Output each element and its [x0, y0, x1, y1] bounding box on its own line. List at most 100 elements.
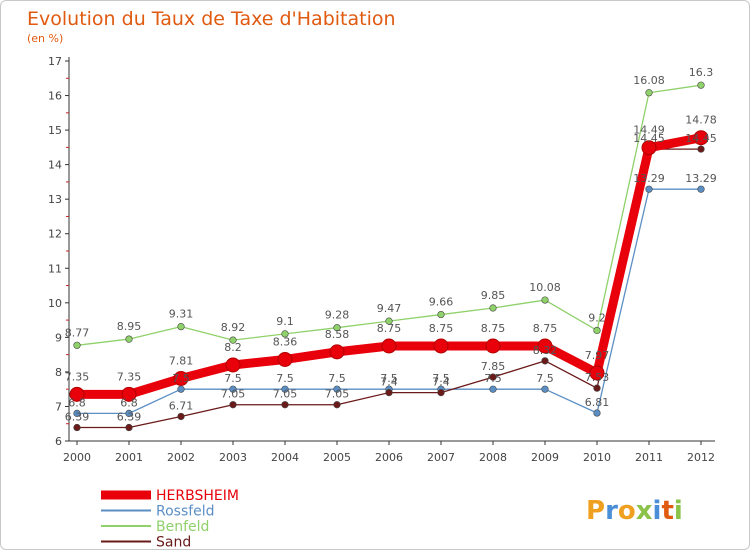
value-label-herbsheim: 8.75: [429, 322, 454, 335]
x-tick-label: 2000: [63, 451, 91, 464]
axes: 6 7 8 9 10 11 12 13 14 15 16 17 2000 2001 2002 2003 2004…: [48, 55, 715, 464]
data-point-sand: [593, 384, 601, 392]
data-point-rossfeld: [229, 385, 237, 393]
value-label-rossfeld: 7.5: [172, 372, 190, 385]
value-label-herbsheim: 14.49: [633, 124, 665, 137]
data-point-sand: [489, 373, 497, 381]
chart-title: Evolution du Taux de Taxe d'Habitation: [27, 8, 396, 30]
value-label-herbsheim: 8.75: [377, 322, 402, 335]
data-point-sand: [73, 423, 81, 432]
x-tick-label: 2001: [115, 451, 143, 464]
value-label-rossfeld: 7.5: [276, 372, 294, 385]
legend-label-rossfeld: Rossfeld: [156, 504, 215, 520]
x-tick-label: 2007: [427, 451, 455, 464]
value-label-benfeld: 9.85: [481, 289, 506, 302]
value-label-rossfeld: 7.5: [432, 372, 450, 385]
data-point-benfeld: [281, 330, 289, 338]
value-label-sand: 7.4: [432, 376, 450, 389]
value-label-benfeld: 9.2: [588, 311, 606, 324]
y-tick-label: 6: [55, 435, 62, 448]
data-point-rossfeld: [73, 409, 81, 417]
value-label-rossfeld: 13.29: [633, 172, 665, 185]
y-tick-label: 12: [48, 228, 62, 241]
data-point-herbsheim: [693, 130, 709, 146]
x-tick-label: 2004: [271, 451, 299, 464]
value-label-herbsheim: 8.2: [224, 341, 242, 354]
value-label-sand: 7.4: [380, 376, 398, 389]
data-point-sand: [229, 401, 237, 409]
data-point-herbsheim: [589, 365, 605, 381]
value-label-benfeld: 8.92: [221, 321, 246, 334]
data-point-rossfeld: [125, 409, 133, 417]
x-tick-label: 2012: [687, 451, 715, 464]
data-point-sand: [697, 145, 705, 153]
chart-subtitle: (en %): [27, 32, 63, 45]
x-tick-label: 2003: [219, 451, 247, 464]
value-label-rossfeld: 6.81: [585, 396, 610, 409]
data-point-benfeld: [489, 304, 497, 312]
data-point-rossfeld: [489, 385, 497, 393]
value-label-rossfeld: 7.5: [328, 372, 346, 385]
data-point-benfeld: [437, 310, 445, 319]
data-point-sand: [125, 423, 133, 432]
value-label-benfeld: 10.08: [529, 281, 561, 294]
value-label-rossfeld: 7.5: [380, 372, 398, 385]
data-point-rossfeld: [333, 385, 341, 393]
value-label-sand: 14.45: [633, 132, 665, 145]
data-point-rossfeld: [645, 185, 653, 193]
value-label-rossfeld: 7.5: [484, 372, 502, 385]
value-label-herbsheim: 8.75: [533, 322, 558, 335]
data-point-herbsheim: [641, 140, 657, 156]
legend-label-sand: Sand: [156, 535, 191, 551]
value-label-herbsheim: 7.35: [65, 370, 90, 383]
data-point-benfeld: [73, 341, 81, 349]
x-tick-label: 2002: [167, 451, 195, 464]
x-tick-label: 2009: [531, 451, 559, 464]
value-label-sand: 7.05: [325, 388, 350, 401]
y-tick-label: 8: [55, 366, 62, 379]
x-tick-label: 2008: [479, 451, 507, 464]
x-tick-label: 2010: [583, 451, 611, 464]
value-label-rossfeld: 6.8: [68, 396, 86, 409]
value-label-sand: 14.45: [685, 132, 717, 145]
value-label-benfeld: 8.77: [65, 326, 90, 339]
data-point-herbsheim: [433, 338, 449, 354]
data-point-benfeld: [385, 317, 393, 325]
value-label-herbsheim: 8.75: [481, 322, 506, 335]
data-point-sand: [541, 357, 549, 365]
data-point-herbsheim: [381, 338, 397, 354]
legend-label-herbsheim: HERBSHEIM: [156, 488, 239, 504]
y-tick-label: 9: [55, 331, 62, 344]
value-label-herbsheim: 8.36: [273, 335, 298, 348]
data-point-sand: [281, 401, 289, 409]
y-tick-label: 13: [48, 193, 62, 206]
y-tick-label: 11: [48, 262, 62, 275]
series-layer: [69, 81, 709, 432]
value-label-rossfeld: 7.5: [536, 372, 554, 385]
value-label-sand: 7.85: [481, 360, 506, 373]
data-point-rossfeld: [593, 409, 601, 417]
value-label-benfeld: 9.66: [429, 296, 454, 309]
data-point-benfeld: [229, 336, 237, 344]
value-label-benfeld: 9.1: [276, 315, 294, 328]
y-tick-label: 16: [48, 90, 62, 103]
data-point-rossfeld: [697, 185, 705, 193]
data-point-rossfeld: [281, 385, 289, 393]
value-label-rossfeld: 6.8: [120, 396, 138, 409]
data-point-herbsheim: [121, 386, 137, 402]
data-point-herbsheim: [225, 357, 241, 373]
data-point-benfeld: [593, 326, 601, 335]
value-label-sand: 7.53: [585, 371, 610, 384]
data-point-benfeld: [697, 81, 705, 89]
y-tick-label: 10: [48, 297, 62, 310]
value-label-herbsheim: 7.35: [117, 370, 142, 383]
value-label-benfeld: 16.08: [633, 74, 665, 87]
x-tick-label: 2006: [375, 451, 403, 464]
proxiti-logo: Proxiti: [586, 496, 683, 526]
y-tick-label: 7: [55, 400, 62, 413]
data-point-herbsheim: [537, 338, 553, 354]
value-label-rossfeld: 7.5: [224, 372, 242, 385]
